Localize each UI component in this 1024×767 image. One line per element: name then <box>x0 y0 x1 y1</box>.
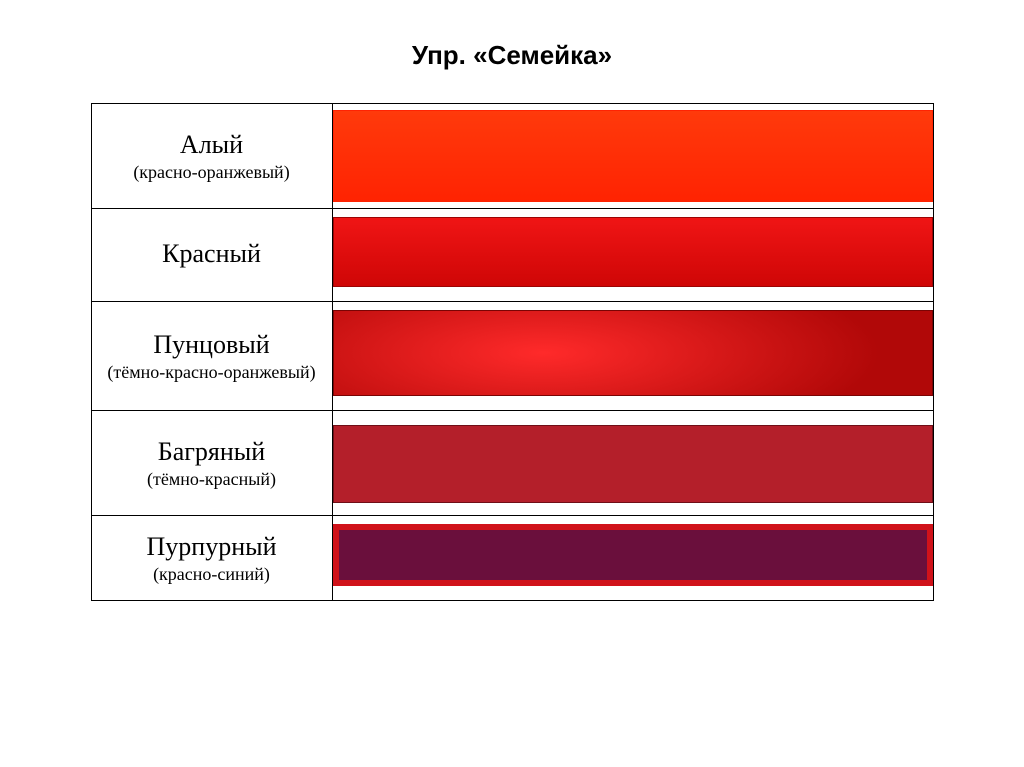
color-desc: (тёмно-красно-оранжевый) <box>92 362 332 384</box>
swatch-1 <box>333 110 933 202</box>
label-cell-3: Пунцовый (тёмно-красно-оранжевый) <box>91 302 332 411</box>
color-name: Пунцовый <box>92 329 332 360</box>
table-row: Багряный (тёмно-красный) <box>91 411 933 516</box>
swatch-3 <box>333 310 933 396</box>
page-title: Упр. «Семейка» <box>0 40 1024 71</box>
table-row: Алый (красно-оранжевый) <box>91 104 933 209</box>
color-desc: (красно-оранжевый) <box>92 162 332 184</box>
color-desc: (красно-синий) <box>92 564 332 586</box>
swatch-5 <box>333 524 933 586</box>
swatch-cell-5 <box>332 516 933 601</box>
swatch-cell-4 <box>332 411 933 516</box>
color-desc: (тёмно-красный) <box>92 469 332 491</box>
label-cell-5: Пурпурный (красно-синий) <box>91 516 332 601</box>
swatch-cell-3 <box>332 302 933 411</box>
table-row: Пунцовый (тёмно-красно-оранжевый) <box>91 302 933 411</box>
page: Упр. «Семейка» Алый (красно-оранжевый) К… <box>0 0 1024 767</box>
swatch-cell-2 <box>332 209 933 302</box>
color-name: Багряный <box>92 436 332 467</box>
swatch-cell-1 <box>332 104 933 209</box>
color-name: Алый <box>92 129 332 160</box>
color-name: Пурпурный <box>92 531 332 562</box>
color-family-table: Алый (красно-оранжевый) Красный Пунцо <box>91 103 934 601</box>
color-name: Красный <box>92 238 332 269</box>
table-row: Пурпурный (красно-синий) <box>91 516 933 601</box>
swatch-2 <box>333 217 933 287</box>
label-cell-1: Алый (красно-оранжевый) <box>91 104 332 209</box>
swatch-4 <box>333 425 933 503</box>
table-row: Красный <box>91 209 933 302</box>
label-cell-4: Багряный (тёмно-красный) <box>91 411 332 516</box>
label-cell-2: Красный <box>91 209 332 302</box>
